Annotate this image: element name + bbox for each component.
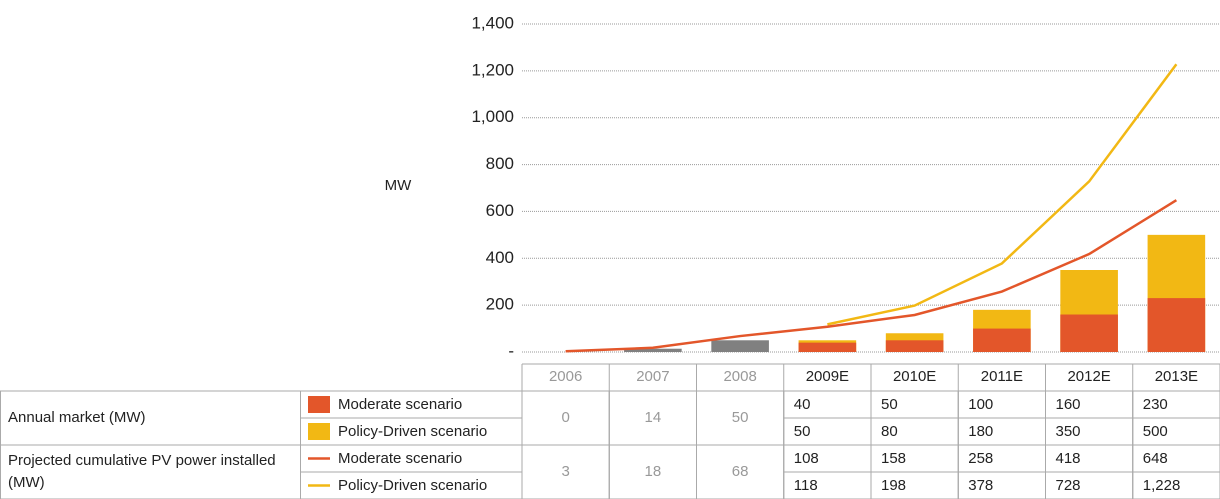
legend-label: Policy-Driven scenario [338, 477, 487, 494]
bar [1147, 298, 1206, 352]
y-axis-label: MW [385, 177, 412, 194]
bar [973, 328, 1031, 352]
table-value: 378 [968, 477, 993, 494]
column-header: 2010E [893, 368, 936, 385]
bar [798, 342, 857, 352]
table-value: 18 [645, 463, 662, 480]
legend-swatch [308, 423, 330, 440]
table-value: 40 [794, 396, 811, 413]
bar [885, 340, 944, 352]
table-value: 80 [881, 423, 898, 440]
table-value: 3 [561, 463, 569, 480]
table-value: 418 [1056, 450, 1081, 467]
table-value: 68 [732, 463, 749, 480]
y-tick-label: 800 [486, 154, 514, 173]
table-cell [1132, 471, 1220, 499]
table-value: 350 [1056, 423, 1081, 440]
column-header: 2008 [723, 368, 756, 385]
table-value: 50 [794, 423, 811, 440]
y-tick-label: 400 [486, 248, 514, 267]
y-tick-label: 200 [486, 295, 514, 314]
table-value: 108 [794, 450, 819, 467]
column-header: 2009E [806, 368, 849, 385]
column-header: 2012E [1067, 368, 1110, 385]
column-header: 2013E [1155, 368, 1198, 385]
table-value: 648 [1143, 450, 1168, 467]
line [827, 63, 1178, 326]
y-tick-label: 1,400 [471, 13, 514, 32]
table-value: 160 [1056, 396, 1081, 413]
table-value: 158 [881, 450, 906, 467]
column-header: 2011E [981, 368, 1023, 385]
legend-label: Moderate scenario [338, 396, 462, 413]
bar [624, 348, 682, 352]
table-value: 14 [645, 409, 662, 426]
table-value: 180 [968, 423, 993, 440]
group-box: Annual market (MW) [8, 409, 146, 426]
bar [1060, 314, 1118, 352]
table-value: 1,228 [1143, 477, 1181, 494]
group-label: Annual market (MW) [8, 409, 146, 426]
legend-cell [300, 471, 523, 499]
bar [711, 340, 769, 352]
group-label: Projected cumulative PV power installed … [8, 452, 276, 491]
table-value: 100 [968, 396, 993, 413]
y-tick-label: 600 [486, 201, 514, 220]
table-value: 50 [732, 409, 749, 426]
column-header: 2006 [549, 368, 582, 385]
table-value: 50 [881, 396, 898, 413]
table-value: 728 [1056, 477, 1081, 494]
table-value: 0 [561, 409, 569, 426]
y-tick-label: 1,200 [471, 60, 514, 79]
table-value: 258 [968, 450, 993, 467]
y-tick-label: - [508, 341, 514, 360]
table-value: 198 [881, 477, 906, 494]
table-value: 118 [794, 477, 818, 494]
table-value: 500 [1143, 423, 1168, 440]
legend-swatch [308, 396, 330, 413]
column-header: 2007 [636, 368, 669, 385]
table-value: 230 [1143, 396, 1168, 413]
group-box: Projected cumulative PV power installed … [8, 452, 276, 491]
legend-label: Policy-Driven scenario [338, 423, 487, 440]
legend-label: Moderate scenario [338, 450, 462, 467]
y-tick-label: 1,000 [471, 107, 514, 126]
line [565, 199, 1178, 353]
